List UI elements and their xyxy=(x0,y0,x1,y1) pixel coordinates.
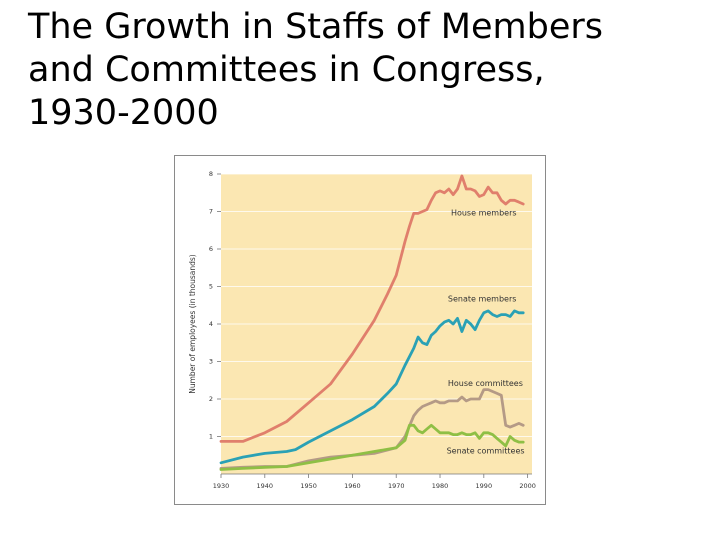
chart-figure: House members Senate members House committ… xyxy=(174,155,546,505)
series-label-senate-members: Senate members xyxy=(448,295,517,304)
x-tick-label-1960: 1960 xyxy=(344,482,361,490)
series-line-senate-committees xyxy=(219,423,525,471)
x-tick-label-1980: 1980 xyxy=(432,482,449,490)
series-labels: House members Senate members House committ… xyxy=(447,208,525,455)
x-tick-label-1970: 1970 xyxy=(388,482,405,490)
y-tick-label-6: 6 xyxy=(209,245,213,253)
y-tick-label-3: 3 xyxy=(209,358,213,366)
y-tick-label-1: 1 xyxy=(209,433,213,441)
y-tick-label-4: 4 xyxy=(209,320,213,328)
x-tick-label-1950: 1950 xyxy=(300,482,317,490)
y-tick-label-8: 8 xyxy=(209,170,213,178)
y-tick-label-5: 5 xyxy=(209,283,213,291)
series-lines xyxy=(219,174,525,471)
y-tick-label-2: 2 xyxy=(209,395,213,403)
y-gridlines xyxy=(221,173,532,437)
series-label-house-members: House members xyxy=(451,208,517,217)
series-line-house-members xyxy=(219,174,525,443)
x-tick-label-1990: 1990 xyxy=(476,482,493,490)
chart-svg: House members Senate members House committ… xyxy=(188,170,536,490)
slide-title-line-1: The Growth in Staffs of Members xyxy=(28,7,603,47)
x-tick-label-1930: 1930 xyxy=(213,482,230,490)
series-label-senate-committees: Senate committees xyxy=(447,446,525,455)
x-tick-label-2000: 2000 xyxy=(519,482,536,490)
axes: 1 2 3 4 5 6 7 8 1930 1940 1950 1960 1970 1980 1990 2000… xyxy=(188,170,536,490)
y-tick-label-7: 7 xyxy=(209,208,213,216)
slide-title-line-2: and Committees in Congress, xyxy=(28,50,545,90)
slide-title: The Growth in Staffs of Members and Comm… xyxy=(28,6,708,135)
series-label-house-committees: House committees xyxy=(448,379,523,388)
series-line-senate-members xyxy=(219,309,525,465)
y-axis-label: Number of employees (in thousands) xyxy=(188,254,197,394)
x-tick-label-1940: 1940 xyxy=(257,482,274,490)
slide-title-line-3: 1930-2000 xyxy=(28,93,219,133)
